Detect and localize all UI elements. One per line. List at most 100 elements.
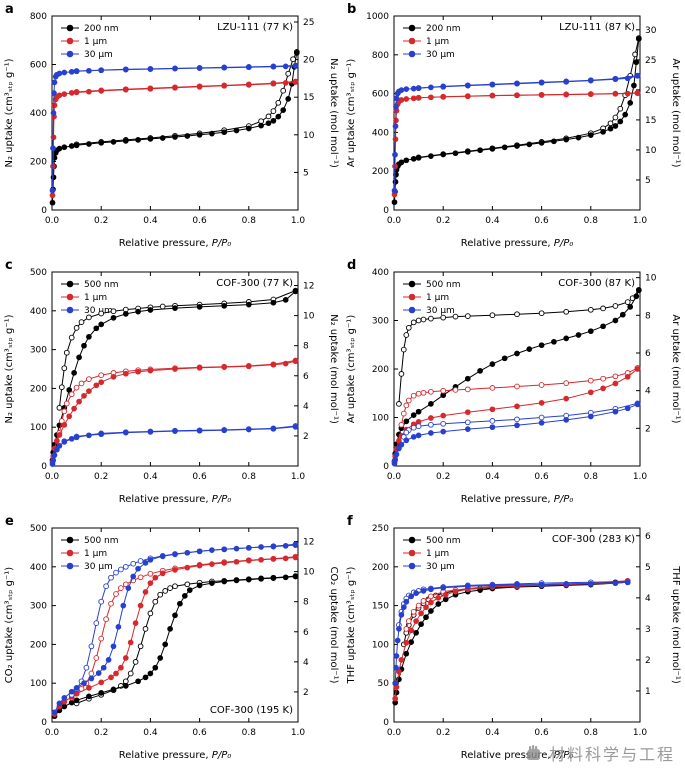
y-axis-label-left: THF uptake (cm³ₛₜₚ g⁻¹) xyxy=(346,566,357,684)
x-axis-label: Relative pressure, P/P₀ xyxy=(461,494,574,505)
panel-title: COF-300 (77 K) xyxy=(216,278,293,289)
x-tick-label: 1.0 xyxy=(291,216,306,226)
legend-label: 1 μm xyxy=(426,293,449,303)
y-left-tick-label: 100 xyxy=(30,423,47,433)
panel-f-chart: 0.0 0.2 0.4 0.6 0.8 1.0 0 50 100 150 200 250 1 2 3 4 5 6 R… xyxy=(346,514,681,761)
legend: 500 nm 1 μm 30 μm xyxy=(61,536,119,572)
y-right-tick-label: 10 xyxy=(645,146,657,156)
x-tick-label: 0.4 xyxy=(143,728,158,738)
x-tick-label: 0.2 xyxy=(94,728,108,738)
y-right-tick-label: 8 xyxy=(303,598,309,608)
legend-label: 30 μm xyxy=(84,562,113,572)
y-left-tick-label: 0 xyxy=(383,718,389,728)
x-tick-label: 0.4 xyxy=(485,216,500,226)
x-tick-label: 0.8 xyxy=(242,472,257,482)
y-axis-label-left: CO₂ uptake (cm³ₛₜₚ g⁻¹) xyxy=(4,567,15,683)
x-tick-label: 1.0 xyxy=(291,472,306,482)
panel-title: COF-300 (283 K) xyxy=(552,534,635,545)
y-right-tick-label: 6 xyxy=(645,349,651,359)
series-e-3-markers xyxy=(51,554,299,718)
series-a-1-markers xyxy=(49,50,300,206)
y-axis-label-right: CO₂ uptake (mol mol⁻¹) xyxy=(328,566,339,683)
y-right-tick-label: 5 xyxy=(645,563,651,573)
series-a-5-markers xyxy=(49,63,299,194)
panel-title: LZU-111 (77 K) xyxy=(217,22,293,33)
panel-title: COF-300 (87 K) xyxy=(558,278,635,289)
x-tick-label: 0.2 xyxy=(436,728,450,738)
legend: 200 nm 1 μm 30 μm xyxy=(403,24,461,60)
legend-label: 1 μm xyxy=(426,549,449,559)
series-f-0-line xyxy=(403,581,628,645)
y-right-tick-label: 10 xyxy=(645,274,657,284)
panel-title: COF-300 (195 K) xyxy=(210,705,293,716)
legend-label: 1 μm xyxy=(84,549,107,559)
series-b-1-line xyxy=(394,38,640,203)
x-tick-label: 0.6 xyxy=(534,216,549,226)
x-tick-label: 0.0 xyxy=(387,728,402,738)
y-right-tick-label: 30 xyxy=(645,26,657,36)
x-tick-label: 0.0 xyxy=(45,472,60,482)
y-left-tick-label: 200 xyxy=(372,365,389,375)
x-tick-label: 0.4 xyxy=(143,216,158,226)
y-left-tick-label: 200 xyxy=(30,640,47,650)
axis-frame xyxy=(51,527,299,723)
axis-frame xyxy=(393,15,641,211)
x-tick-label: 0.4 xyxy=(143,472,158,482)
legend-label: 500 nm xyxy=(426,280,461,290)
x-tick-label: 0.0 xyxy=(45,216,60,226)
x-tick-label: 0.2 xyxy=(94,216,108,226)
y-right-tick-label: 25 xyxy=(303,18,314,28)
panel-e-chart: 0.0 0.2 0.4 0.6 0.8 1.0 0 100 200 300 400 500 2 4 6 8 10… xyxy=(4,514,339,761)
axis-frame xyxy=(51,271,299,467)
panel-a: 0.0 0.2 0.4 0.6 0.8 1.0 0 200 400 600 800 5 10 15 20 25… xyxy=(0,0,342,256)
legend: 500 nm 1 μm 30 μm xyxy=(403,280,461,316)
legend-label: 1 μm xyxy=(84,293,107,303)
y-left-tick-label: 300 xyxy=(30,602,47,612)
y-left-tick-label: 0 xyxy=(41,462,47,472)
panel-letter: a xyxy=(5,2,14,17)
y-right-tick-label: 2 xyxy=(303,688,309,698)
series-d-5-markers xyxy=(391,401,641,467)
x-tick-label: 0.8 xyxy=(584,216,599,226)
y-right-tick-label: 3 xyxy=(645,625,651,635)
y-left-tick-label: 600 xyxy=(30,61,47,71)
legend: 500 nm 1 μm 30 μm xyxy=(403,536,461,572)
series-f-5-markers xyxy=(392,579,631,687)
y-right-tick-label: 20 xyxy=(303,56,315,66)
y-left-tick-label: 100 xyxy=(372,640,389,650)
y-axis-label-left: Ar uptake (cm³ₛₜₚ g⁻¹) xyxy=(346,59,357,168)
x-tick-label: 0.4 xyxy=(485,728,500,738)
series-c-3-markers xyxy=(49,358,299,465)
y-left-tick-label: 200 xyxy=(30,384,47,394)
watermark: 材料科学与工程 xyxy=(523,741,675,765)
panel-a-chart: 0.0 0.2 0.4 0.6 0.8 1.0 0 200 400 600 800 5 10 15 20 25… xyxy=(4,2,339,249)
series-b-1-markers xyxy=(391,36,642,206)
y-right-tick-label: 2 xyxy=(303,432,309,442)
y-left-tick-label: 0 xyxy=(383,462,389,472)
y-left-tick-label: 200 xyxy=(30,158,47,168)
y-axis-label-right: N₂ uptake (mol mol⁻¹) xyxy=(328,314,339,424)
series-e-5-markers xyxy=(51,542,299,716)
y-left-tick-label: 400 xyxy=(30,563,47,573)
x-tick-label: 0.6 xyxy=(534,472,549,482)
y-left-tick-label: 250 xyxy=(372,524,389,534)
legend-label: 1 μm xyxy=(426,37,449,47)
x-tick-label: 0.8 xyxy=(242,728,257,738)
y-left-tick-label: 400 xyxy=(30,307,47,317)
x-tick-label: 0.2 xyxy=(94,472,108,482)
y-right-tick-label: 5 xyxy=(303,168,309,178)
panel-d-chart: 0.0 0.2 0.4 0.6 0.8 1.0 0 100 200 300 400 2 4 6 8 10 Rel… xyxy=(346,258,681,505)
legend-label: 30 μm xyxy=(426,562,455,572)
series-a-0-line xyxy=(76,51,298,145)
y-right-tick-label: 8 xyxy=(645,311,651,321)
x-tick-label: 0.0 xyxy=(387,472,402,482)
y-right-tick-label: 12 xyxy=(303,282,314,292)
x-tick-label: 0.8 xyxy=(584,472,599,482)
y-left-tick-label: 800 xyxy=(372,51,389,61)
panel-f: 0.0 0.2 0.4 0.6 0.8 1.0 0 50 100 150 200 250 1 2 3 4 5 6 R… xyxy=(342,512,684,768)
y-right-tick-label: 6 xyxy=(303,628,309,638)
y-right-tick-label: 1 xyxy=(645,687,651,697)
y-left-tick-label: 0 xyxy=(383,206,389,216)
